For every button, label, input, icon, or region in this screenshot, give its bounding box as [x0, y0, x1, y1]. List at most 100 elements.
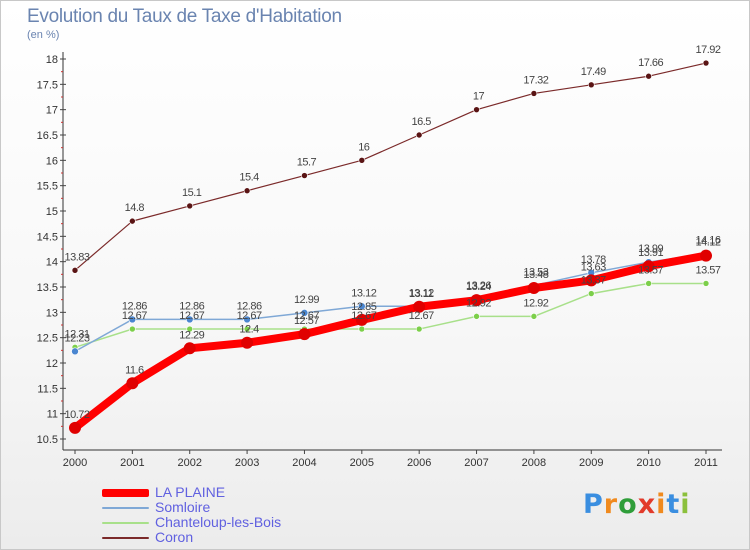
y-tick-label: 15.5 [37, 181, 58, 193]
chart-subtitle: (en %) [27, 29, 60, 41]
data-label-somloire: 13.53 [523, 266, 548, 278]
data-label-la-plaine: 13.24 [466, 281, 491, 293]
x-tick-label: 2002 [177, 457, 201, 469]
data-point-coron [587, 81, 595, 89]
series-line-chanteloup-les-bois [74, 282, 707, 349]
data-label-la-plaine: 13.11 [409, 288, 434, 300]
data-point-la-plaine [126, 377, 139, 390]
data-label-chanteloup-les-bois: 13.57 [638, 264, 663, 276]
data-label-somloire: 12.86 [179, 300, 204, 312]
data-point-coron [71, 266, 79, 274]
series-line-coron [74, 62, 707, 271]
data-label-la-plaine: 13.63 [581, 261, 606, 273]
data-point-la-plaine [241, 336, 254, 349]
x-tick-label: 2006 [407, 457, 431, 469]
proxiti-logo: Proxiti [583, 489, 691, 520]
data-label-somloire: 13.12 [409, 287, 434, 299]
data-point-la-plaine [183, 342, 196, 355]
legend-item-chanteloup-les-bois: Chanteloup-les-Bois [102, 514, 362, 530]
y-tick-label: 17.5 [37, 79, 58, 91]
data-label-somloire: 13.12 [351, 287, 376, 299]
data-point-chanteloup-les-bois [415, 325, 423, 333]
x-tick-label: 2007 [464, 457, 488, 469]
data-point-somloire [185, 315, 194, 324]
x-tick-label: 2003 [235, 457, 259, 469]
data-label-la-plaine: 13.91 [638, 247, 663, 259]
data-point-chanteloup-les-bois [530, 313, 538, 320]
x-tick-label: 2005 [350, 457, 374, 469]
data-point-chanteloup-les-bois [702, 280, 710, 287]
legend-swatch-somloire [102, 507, 149, 509]
data-point-somloire [128, 315, 137, 324]
data-point-somloire [358, 302, 366, 311]
y-tick-label: 16 [46, 155, 58, 167]
data-label-coron: 17.49 [581, 66, 606, 78]
data-point-somloire [243, 315, 251, 324]
data-label-chanteloup-les-bois: 13.57 [695, 264, 720, 276]
data-label-la-plaine: 12.85 [351, 301, 376, 313]
x-tick-label: 2004 [292, 457, 316, 469]
data-label-somloire: 12.86 [237, 300, 262, 312]
logo-letter: i [680, 489, 691, 520]
x-tick-label: 2008 [522, 457, 546, 469]
data-label-chanteloup-les-bois: 12.67 [351, 310, 376, 322]
data-label-somloire: 12.86 [122, 300, 147, 312]
data-label-coron: 14.8 [125, 202, 145, 214]
data-label-coron: 13.83 [64, 251, 89, 263]
data-label-somloire: 13.78 [581, 254, 606, 266]
y-tick-label: 12.5 [37, 333, 58, 345]
x-tick-label: 2009 [579, 457, 603, 469]
x-tick-label: 2011 [694, 457, 718, 469]
data-label-coron: 17.66 [638, 57, 663, 69]
legend-swatch-la-plaine [102, 489, 149, 497]
data-label-chanteloup-les-bois: 12.67 [294, 310, 319, 322]
data-label-coron: 16 [358, 141, 370, 153]
data-label-chanteloup-les-bois: 12.67 [409, 310, 434, 322]
data-point-chanteloup-les-bois [473, 313, 480, 320]
y-tick-label: 17 [46, 105, 58, 117]
data-point-la-plaine [298, 328, 311, 341]
y-tick-label: 13 [46, 307, 58, 319]
data-label-somloire: 14.16 [695, 235, 720, 247]
data-label-coron: 15.7 [297, 157, 317, 169]
data-point-chanteloup-les-bois [645, 280, 652, 287]
legend-label: Somloire [155, 499, 211, 515]
data-label-coron: 15.4 [239, 172, 259, 184]
legend-item-somloire: Somloire [102, 499, 362, 515]
data-point-la-plaine [585, 274, 598, 287]
logo-letter: x [637, 489, 657, 520]
data-point-coron [530, 90, 538, 97]
data-point-coron [243, 187, 251, 195]
data-point-coron [358, 157, 366, 164]
y-tick-label: 18 [46, 54, 58, 66]
data-point-coron [301, 172, 308, 179]
legend-item-coron: Coron [102, 529, 362, 545]
logo-letter: o [618, 489, 638, 520]
y-tick-label: 14 [46, 257, 58, 269]
y-tick-label: 11 [47, 409, 58, 421]
data-label-coron: 17 [473, 91, 485, 103]
data-point-coron [129, 217, 136, 225]
y-tick-label: 15 [46, 206, 58, 218]
data-point-coron [415, 131, 423, 139]
data-point-coron [186, 202, 194, 210]
data-point-chanteloup-les-bois [186, 325, 194, 333]
logo-letter: P [583, 489, 604, 520]
data-point-la-plaine [642, 260, 655, 273]
x-tick-label: 2000 [63, 457, 87, 469]
data-label-coron: 16.5 [411, 116, 431, 128]
data-label-la-plaine: 12.57 [294, 315, 319, 327]
legend-label: LA PLAINE [155, 484, 226, 500]
data-point-la-plaine [355, 313, 368, 326]
logo-letter: i [656, 489, 667, 520]
y-tick-label: 16.5 [37, 130, 58, 142]
data-point-somloire [300, 309, 309, 317]
data-label-la-plaine: 12.4 [239, 324, 259, 336]
data-label-la-plaine: 11.6 [125, 364, 144, 376]
data-point-somloire [71, 347, 79, 356]
data-label-coron: 17.92 [695, 44, 720, 56]
data-label-somloire: 13.99 [638, 243, 663, 255]
data-label-chanteloup-les-bois: 12.67 [179, 310, 204, 322]
data-point-la-plaine [69, 421, 81, 434]
series-line-la-plaine [71, 251, 710, 432]
